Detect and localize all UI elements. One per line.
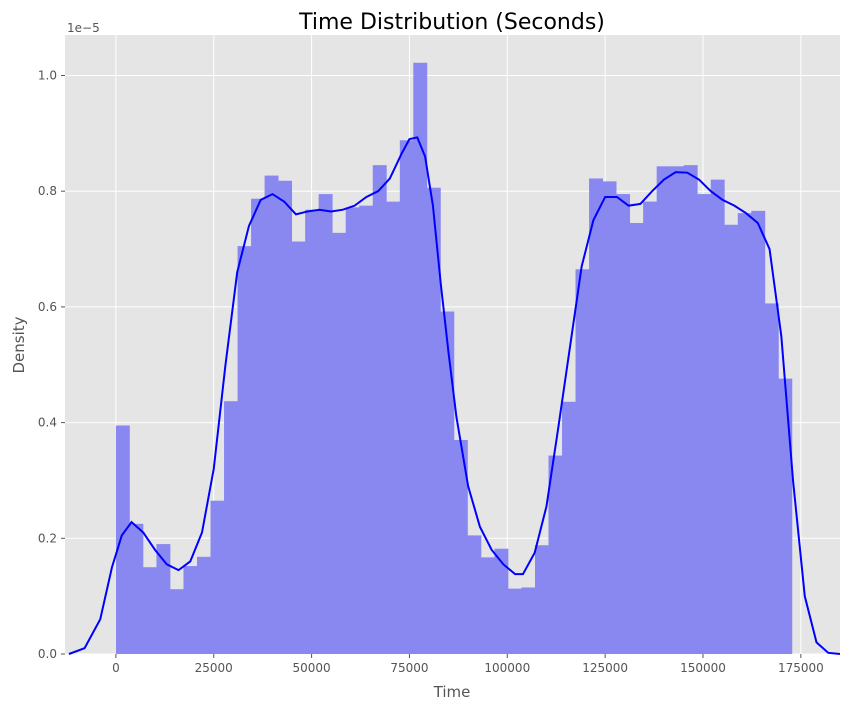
histogram-bar xyxy=(521,587,536,654)
y-tick-label: 0.4 xyxy=(38,416,57,430)
x-axis-label: Time xyxy=(433,683,471,701)
histogram-bar xyxy=(386,201,401,654)
histogram-bar xyxy=(251,198,265,654)
histogram-bar xyxy=(264,175,279,654)
y-tick-label: 0.8 xyxy=(38,184,57,198)
x-tick-label: 0 xyxy=(112,661,120,675)
histogram-bar xyxy=(494,548,509,654)
x-tick-label: 150000 xyxy=(680,661,726,675)
histogram-bar xyxy=(616,194,631,654)
x-tick-label: 75000 xyxy=(390,661,428,675)
histogram-bar xyxy=(345,207,360,654)
x-tick-label: 25000 xyxy=(195,661,233,675)
histogram-bar xyxy=(778,378,793,654)
histogram-bar xyxy=(643,201,658,654)
histogram-bar xyxy=(237,246,252,654)
y-tick-label: 0.2 xyxy=(38,531,57,545)
y-tick-label: 0.6 xyxy=(38,300,57,314)
histogram-bar xyxy=(156,544,171,654)
x-ticks: 0 25000 50000 75000 100000 125000 150000 175000 xyxy=(112,654,824,675)
histogram-bar xyxy=(602,181,617,654)
histogram-bar xyxy=(683,165,698,654)
histogram-bar xyxy=(305,209,320,654)
histogram-bar xyxy=(115,425,130,654)
histogram-bar xyxy=(278,180,293,654)
y-tick-label: 1.0 xyxy=(38,68,57,82)
histogram-bar xyxy=(724,224,739,655)
histogram-bar xyxy=(697,194,712,654)
histogram-bar xyxy=(426,187,441,655)
y-tick-label: 0.0 xyxy=(38,647,57,661)
y-multiplier: 1e−5 xyxy=(67,21,100,35)
x-tick-label: 175000 xyxy=(778,661,824,675)
chart-title: Time Distribution (Seconds) xyxy=(298,10,605,35)
histogram-bar xyxy=(710,179,725,655)
x-tick-label: 100000 xyxy=(484,661,530,675)
histogram-bar xyxy=(764,303,779,654)
x-tick-label: 50000 xyxy=(292,661,330,675)
histogram-bar xyxy=(507,588,522,654)
histogram-bar xyxy=(751,210,766,654)
histogram-bar xyxy=(562,401,576,654)
histogram-bar xyxy=(589,178,603,654)
histogram-bar xyxy=(224,401,238,654)
histogram-bar xyxy=(548,455,563,654)
histogram-bar xyxy=(467,535,482,654)
kde-line xyxy=(68,136,841,655)
histogram-bar xyxy=(737,213,752,654)
histogram-bar xyxy=(318,194,333,654)
histogram-bar xyxy=(332,232,347,654)
histogram-bar xyxy=(534,545,549,654)
x-tick-label: 125000 xyxy=(582,661,628,675)
histogram-bar xyxy=(372,165,387,654)
histogram-bar xyxy=(169,589,184,654)
histogram-bar xyxy=(183,566,198,654)
histogram-bar xyxy=(440,311,455,654)
histogram-bar xyxy=(197,556,211,654)
histogram-bar xyxy=(575,269,590,654)
y-axis-label: Density xyxy=(10,316,28,373)
histogram-bars xyxy=(115,62,793,655)
histogram-bar xyxy=(142,567,157,654)
histogram-bar xyxy=(413,62,428,654)
histogram-bar xyxy=(291,241,306,654)
histogram-bar xyxy=(480,557,495,654)
y-ticks: 0.0 0.2 0.4 0.6 0.8 1.0 xyxy=(38,68,65,661)
histogram-bar xyxy=(629,223,644,654)
histogram-bar xyxy=(399,140,414,655)
histogram-bar xyxy=(129,523,144,654)
histogram-bar xyxy=(210,500,225,654)
histogram-bar xyxy=(453,439,468,654)
histogram-bar xyxy=(656,166,671,654)
histogram-bar xyxy=(359,205,374,654)
histogram-bar xyxy=(670,166,685,654)
